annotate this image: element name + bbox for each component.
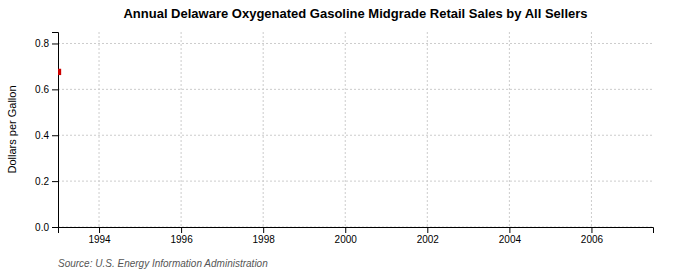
tick-label: 1998: [253, 234, 276, 245]
tick-label: 2006: [581, 234, 604, 245]
plot: 1994 1996 1998 2000 2002 2004 2006 0.0 0.2 0.4 0.6…: [35, 32, 653, 245]
tick: 2002: [417, 227, 440, 245]
tick-mark: [427, 227, 428, 233]
tick-mark: [52, 181, 58, 182]
tick-label: 1994: [88, 234, 111, 245]
tick-mark: [52, 227, 58, 228]
grid-line: [58, 135, 653, 136]
chart: 1994 1996 1998 2000 2002 2004 2006 0.0 0.2 0.4 0.6…: [0, 0, 675, 275]
x-axis: 1994 1996 1998 2000 2002 2004 2006: [59, 227, 654, 245]
y-axis-title: Dollars per Gallon: [6, 85, 18, 173]
tick: 2004: [499, 227, 522, 245]
grid-line: [427, 32, 428, 227]
y-axis: 0.0 0.2 0.4 0.6 0.8: [35, 33, 58, 233]
tick: 0.2: [35, 176, 58, 187]
grid-line: [99, 32, 100, 227]
grid-line: [58, 181, 653, 182]
tick-mark: [181, 227, 182, 233]
grid-line: [181, 32, 182, 227]
point: [58, 69, 61, 75]
source: Source: U.S. Energy Information Administ…: [58, 258, 268, 269]
tick-mark: [591, 227, 592, 233]
grid-line: [58, 89, 653, 90]
title: Annual Delaware Oxygenated Gasoline Midg…: [123, 6, 587, 21]
tick-mark: [52, 135, 58, 136]
axis-line: [59, 228, 654, 234]
tick-label: 0.2: [35, 176, 49, 187]
tick-label: 0.0: [35, 222, 49, 233]
grid-line: [345, 32, 346, 227]
grid-line: [58, 43, 653, 44]
tick-mark: [345, 227, 346, 233]
tick-label: 1996: [170, 234, 193, 245]
tick-label: 2000: [335, 234, 358, 245]
tick-mark: [99, 227, 100, 233]
tick: 0.6: [35, 84, 58, 95]
grid-line: [509, 32, 510, 227]
tick-label: 0.4: [35, 130, 49, 141]
grid-line: [591, 32, 592, 227]
tick-label: 0.8: [35, 38, 49, 49]
tick-mark: [509, 227, 510, 233]
tick: 0.4: [35, 130, 58, 141]
tick-mark: [263, 227, 264, 233]
tick: 2006: [581, 227, 604, 245]
grid: [58, 32, 653, 227]
tick-label: 0.6: [35, 84, 49, 95]
tick: 1998: [253, 227, 276, 245]
tick: 0.0: [35, 222, 58, 233]
tick: 1994: [88, 227, 111, 245]
axis-line: [52, 33, 59, 228]
tick-label: 2002: [417, 234, 440, 245]
tick-mark: [52, 43, 58, 44]
tick-mark: [52, 89, 58, 90]
marks: [58, 69, 61, 75]
tick: 0.8: [35, 38, 58, 49]
tick-label: 2004: [499, 234, 522, 245]
grid-line: [263, 32, 264, 227]
tick: 1996: [170, 227, 193, 245]
tick: 2000: [335, 227, 358, 245]
